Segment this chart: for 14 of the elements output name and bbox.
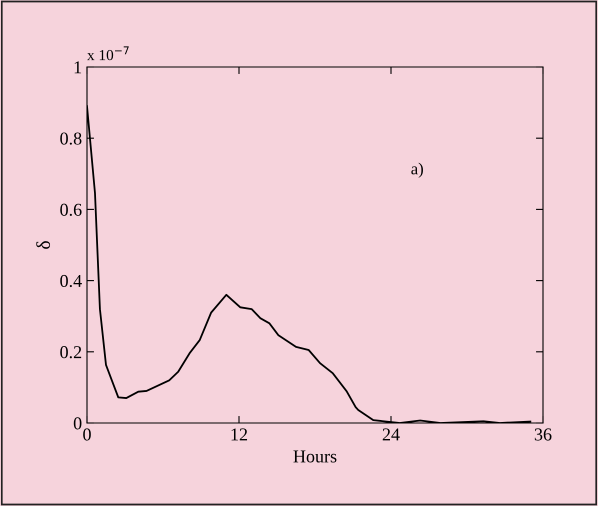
- y-tick-label: 1: [74, 61, 82, 74]
- x-tick-label: 36: [534, 428, 552, 441]
- text: x 10$^{−7}$: [87, 46, 129, 60]
- x-tick-label: 24: [382, 428, 400, 440]
- x-tick-label: 12: [232, 428, 248, 440]
- y-tick-label: 0.6: [60, 204, 82, 216]
- y-axis-title: δ: [36, 241, 50, 249]
- y-tick-label: 0.4: [60, 274, 82, 288]
- y-tick-label: 0.8: [60, 132, 82, 145]
- y-tick-label: 0.2: [60, 346, 82, 358]
- annotation: a): [411, 162, 423, 178]
- x-tick-label: 0: [83, 428, 91, 441]
- x-axis-title: Hours: [293, 450, 336, 462]
- y-tick-label: 0: [74, 417, 82, 430]
